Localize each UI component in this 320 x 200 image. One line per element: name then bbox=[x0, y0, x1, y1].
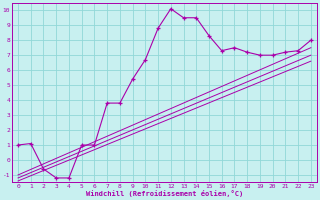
X-axis label: Windchill (Refroidissement éolien,°C): Windchill (Refroidissement éolien,°C) bbox=[86, 190, 243, 197]
